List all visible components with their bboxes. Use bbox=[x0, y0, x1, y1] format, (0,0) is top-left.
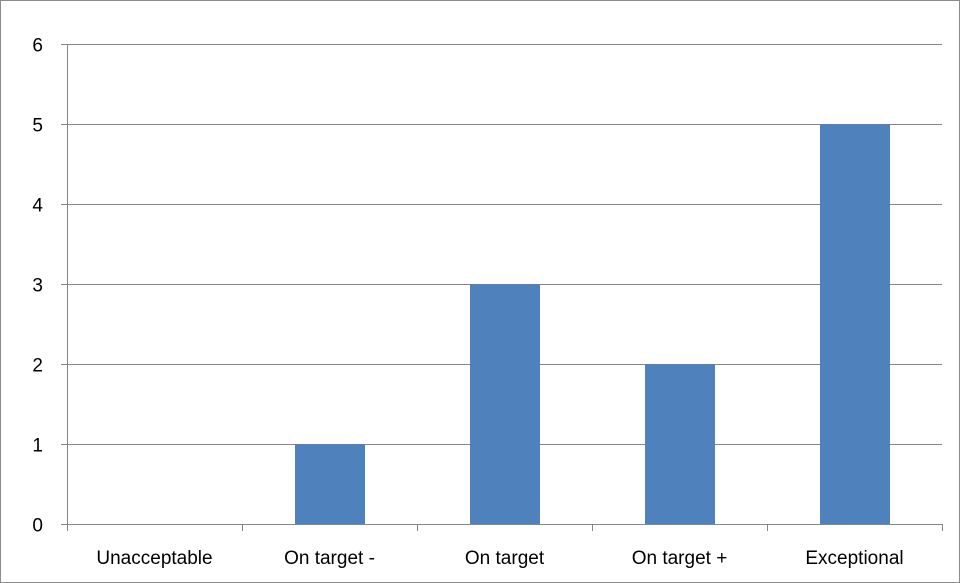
y-tick-label: 3 bbox=[32, 276, 43, 297]
bar-exceptional bbox=[820, 124, 890, 524]
y-tick-label: 0 bbox=[32, 516, 43, 537]
y-tick-label: 5 bbox=[32, 116, 43, 137]
y-tick-label: 4 bbox=[32, 196, 43, 217]
bar-on-target bbox=[470, 284, 540, 524]
tick-labels: 0 1 2 3 4 5 6 Unacceptable On target - On target O… bbox=[32, 36, 903, 570]
x-tick-label: On target bbox=[465, 548, 545, 569]
x-tick-label: On target + bbox=[632, 548, 728, 569]
bar-on-target bbox=[645, 364, 715, 524]
y-tick-label: 6 bbox=[32, 36, 43, 57]
x-tick-label: On target - bbox=[284, 548, 375, 569]
x-tick-label: Exceptional bbox=[805, 548, 903, 569]
x-tick-label: Unacceptable bbox=[96, 548, 212, 569]
y-tick-label: 2 bbox=[32, 356, 43, 377]
bar-on-target bbox=[295, 444, 365, 524]
bars bbox=[295, 124, 890, 524]
y-tick-label: 1 bbox=[32, 436, 43, 457]
axes bbox=[61, 44, 943, 531]
